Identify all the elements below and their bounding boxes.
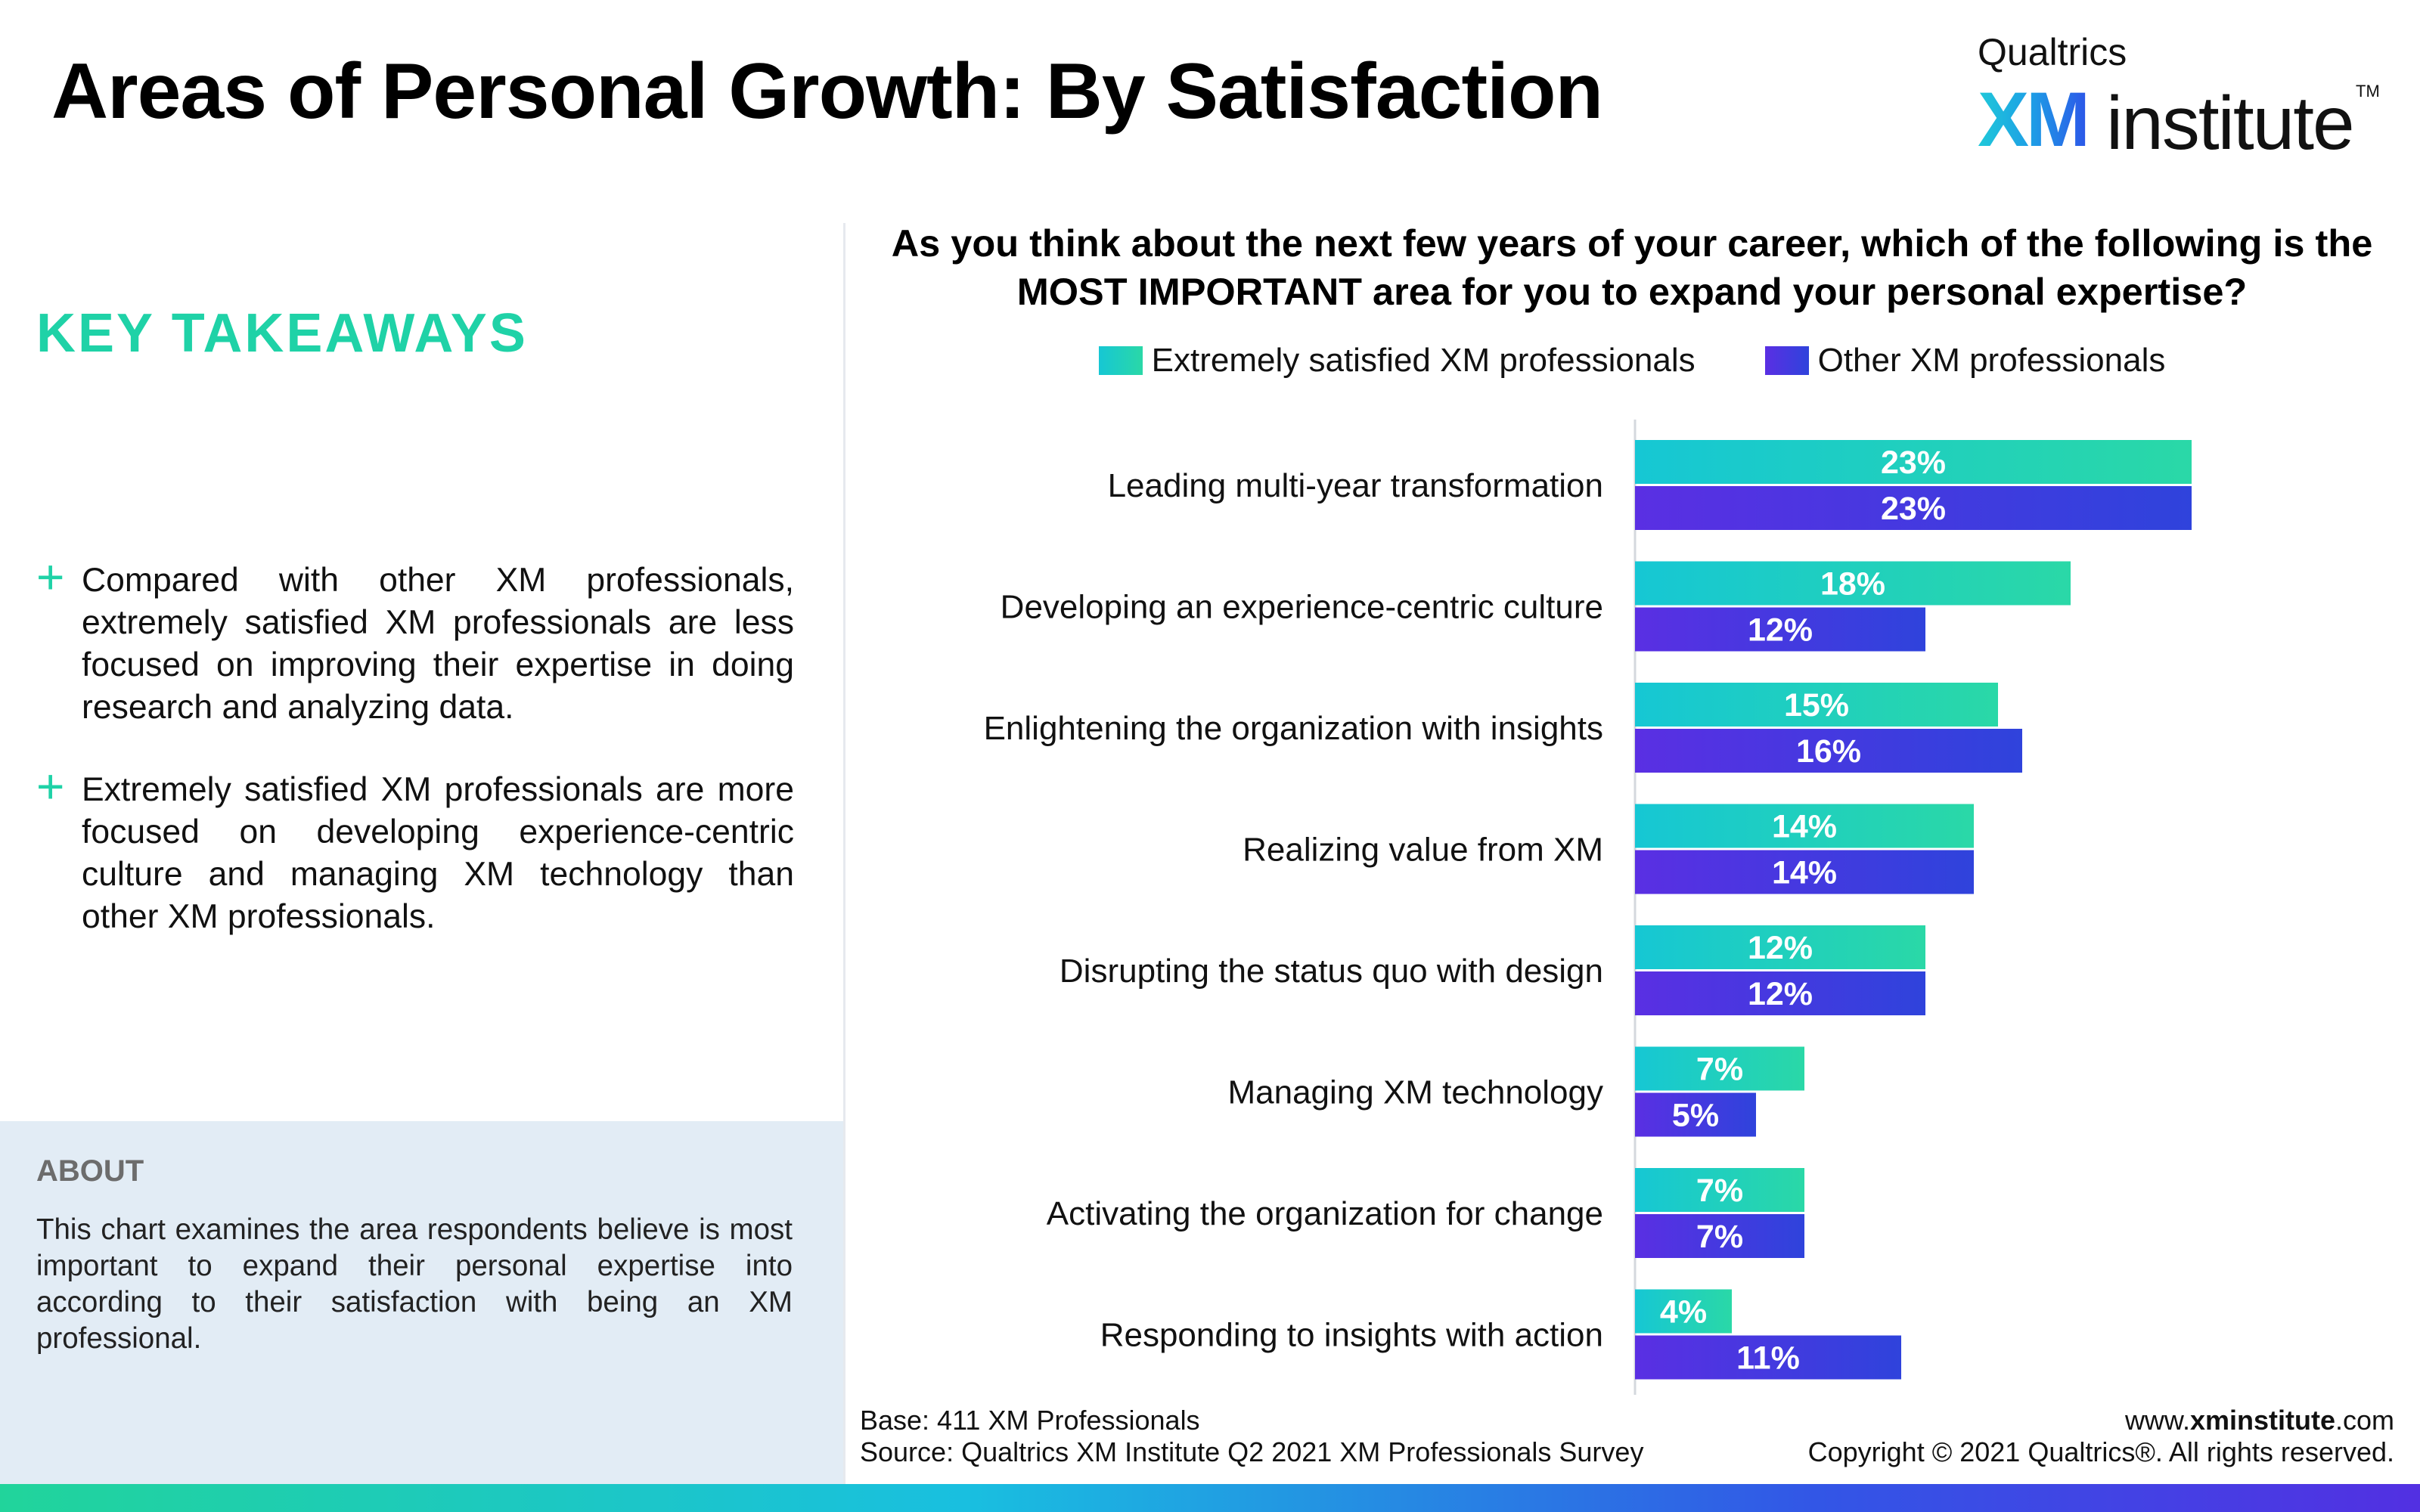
bar-value-label: 12%	[1748, 612, 1813, 649]
category-label: Leading multi-year transformation	[1108, 467, 1603, 504]
bar-value-label: 7%	[1696, 1052, 1743, 1088]
bottom-gradient-bar	[0, 1484, 2420, 1512]
category-label: Realizing value from XM	[1243, 832, 1603, 869]
bar-value-label: 11%	[1736, 1340, 1800, 1377]
bar-value-label: 12%	[1748, 930, 1813, 966]
bar-series-1	[1635, 683, 1998, 727]
takeaway-text: Compared with other XM professionals, ex…	[82, 562, 794, 726]
bar-series-1	[1635, 440, 2192, 484]
bar-value-label: 4%	[1660, 1294, 1707, 1331]
legend-swatch-series-2	[1764, 346, 1809, 375]
legend-label-series-1: Extremely satisfied XM professionals	[1151, 342, 1696, 379]
legend-label-series-2: Other XM professionals	[1817, 342, 2166, 379]
about-text: This chart examines the area respondents…	[36, 1213, 793, 1355]
takeaway-text: Extremely satisfied XM professionals are…	[82, 771, 794, 935]
base-note: Base: 411 XM Professionals	[860, 1405, 1200, 1436]
category-label: Disrupting the status quo with design	[1060, 953, 1603, 990]
category-label: Responding to insights with action	[1100, 1317, 1603, 1354]
bar-value-label: 23%	[1881, 445, 1946, 481]
chart-legend: Extremely satisfied XM professionals Oth…	[845, 342, 2418, 380]
bar-series-1	[1635, 1046, 1804, 1091]
about-heading: ABOUT	[36, 1154, 144, 1188]
plus-icon: +	[36, 550, 65, 604]
page-title: Areas of Personal Growth: By Satisfactio…	[51, 48, 1603, 135]
chart-footnote: Base: 411 XM Professionals Source: Qualt…	[860, 1405, 1643, 1468]
legend-item-series-2: Other XM professionals	[1764, 342, 2166, 380]
bar-series-2	[1635, 1092, 1756, 1137]
plus-icon: +	[36, 759, 65, 813]
bar-series-2	[1635, 607, 1925, 652]
category-label: Enlightening the organization with insig…	[984, 710, 1603, 747]
bar-series-1	[1635, 804, 1974, 848]
bar-value-label: 7%	[1696, 1219, 1743, 1255]
bar-series-2	[1635, 971, 1925, 1015]
bar-series-1	[1635, 1168, 1804, 1212]
bar-series-2	[1635, 486, 2192, 530]
bar-series-1	[1635, 561, 2071, 606]
logo-xm-text: XM	[1978, 76, 2090, 163]
bar-value-label: 15%	[1784, 687, 1849, 723]
bar-value-label: 14%	[1772, 809, 1837, 845]
bar-value-label: 18%	[1820, 566, 1885, 603]
logo-trademark: TM	[2356, 82, 2380, 101]
logo-brand-text: Qualtrics	[1978, 31, 2127, 73]
bar-series-2	[1635, 729, 2022, 773]
xm-institute-logo: Qualtrics XM institute TM	[1978, 30, 2380, 166]
takeaway-item: + Extremely satisfied XM professionals a…	[36, 759, 794, 938]
logo-institute-text: institute	[2106, 81, 2355, 166]
category-label: Developing an experience-centric culture	[1001, 589, 1603, 626]
bar-value-label: 5%	[1672, 1098, 1719, 1134]
bar-value-label: 16%	[1796, 733, 1861, 770]
bar-series-2	[1635, 1214, 1804, 1258]
bar-value-label: 12%	[1748, 976, 1813, 1012]
website-suffix: .com	[2335, 1405, 2394, 1436]
bar-series-2	[1635, 1335, 1901, 1380]
about-panel: ABOUT This chart examines the area respo…	[0, 1121, 843, 1484]
copyright-block: www.xminstitute.com Copyright © 2021 Qua…	[1808, 1405, 2394, 1468]
legend-item-series-1: Extremely satisfied XM professionals	[1098, 342, 1696, 380]
panel-divider	[843, 223, 845, 1486]
copyright-text: Copyright © 2021 Qualtrics®. All rights …	[1807, 1436, 2394, 1467]
bar-value-label: 23%	[1881, 491, 1946, 527]
website-link[interactable]: www.xminstitute.com	[1808, 1405, 2394, 1436]
bar-series-1	[1635, 925, 1925, 969]
category-label: Activating the organization for change	[1047, 1195, 1603, 1232]
key-takeaways-heading: KEY TAKEAWAYS	[36, 303, 528, 364]
chart-title: As you think about the next few years of…	[891, 222, 2373, 313]
bar-value-label: 14%	[1772, 855, 1837, 891]
takeaway-item: + Compared with other XM professionals, …	[36, 550, 794, 729]
source-note: Source: Qualtrics XM Institute Q2 2021 X…	[860, 1436, 1644, 1467]
category-label: Managing XM technology	[1227, 1074, 1603, 1111]
website-domain: xminstitute	[2189, 1405, 2335, 1436]
website-prefix: www.	[2124, 1405, 2190, 1436]
legend-swatch-series-1	[1098, 346, 1143, 375]
bar-series-1	[1635, 1289, 1732, 1334]
bar-value-label: 7%	[1696, 1173, 1743, 1209]
bar-series-2	[1635, 850, 1974, 894]
